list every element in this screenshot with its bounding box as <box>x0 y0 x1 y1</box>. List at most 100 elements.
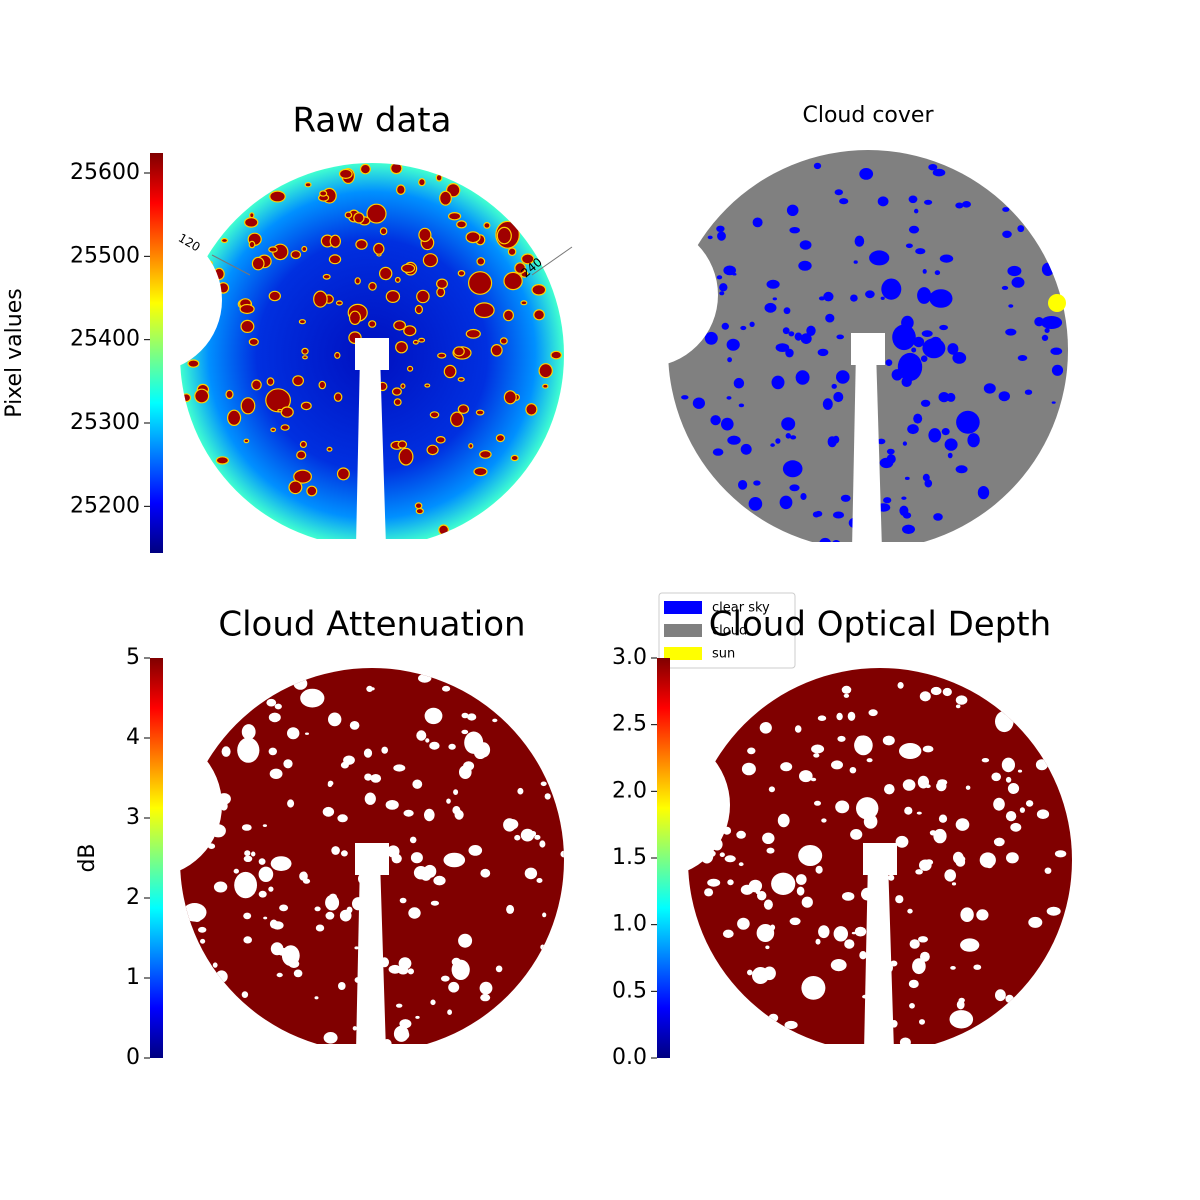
sky-blob <box>415 1015 420 1019</box>
sky-blob <box>239 303 255 315</box>
colorbar-label: dB <box>75 843 100 872</box>
sky-blob <box>1051 401 1056 404</box>
sky-blob <box>759 722 772 734</box>
sky-blob <box>248 240 256 249</box>
sky-blob <box>753 480 761 486</box>
sky-blob <box>503 309 515 322</box>
sky-blob <box>843 693 850 698</box>
sky-blob <box>704 331 718 345</box>
sky-blob <box>418 673 432 683</box>
sky-blob <box>313 290 328 308</box>
sky-blob <box>443 852 466 868</box>
sky-blob <box>836 712 843 721</box>
sky-blob <box>280 406 294 418</box>
sky-blob <box>187 359 200 368</box>
sky-blob <box>985 860 994 869</box>
sky-blob <box>237 737 260 763</box>
sky-blob <box>525 403 538 416</box>
sky-blob <box>397 440 408 449</box>
sky-blob <box>917 287 932 304</box>
legend-patch <box>664 624 702 637</box>
sky-blob <box>463 761 475 771</box>
sky-blob <box>993 797 1005 811</box>
sky-blob <box>534 834 541 840</box>
sky-blob <box>292 375 305 387</box>
sky-blob <box>429 411 440 419</box>
sky-blob <box>181 393 192 403</box>
sky-blob <box>856 735 867 746</box>
sky-blob <box>503 271 523 291</box>
sky-blob <box>338 982 346 990</box>
sky-blob <box>837 735 846 742</box>
sky-blob <box>1036 809 1050 819</box>
sky-blob <box>354 946 359 950</box>
sky-blob <box>897 682 904 689</box>
sky-blob <box>818 925 830 939</box>
sky-blob <box>277 408 283 413</box>
mast <box>864 860 894 1052</box>
colorbar-tick-label: 25500 <box>70 243 140 268</box>
sky-blob <box>453 789 459 795</box>
sun-marker <box>1048 294 1066 312</box>
sky-blob <box>786 204 799 216</box>
sky-blob <box>929 830 937 836</box>
sky-blob <box>741 762 756 776</box>
sky-blob <box>412 339 419 345</box>
sky-blob <box>344 211 353 219</box>
sky-blob <box>370 774 382 783</box>
sky-blob <box>403 325 417 337</box>
sky-blob <box>393 398 402 407</box>
legend-patch <box>664 601 702 614</box>
sky-blob <box>506 904 515 914</box>
sky-blob <box>939 254 954 263</box>
sky-blob <box>785 348 794 358</box>
sky-blob <box>955 465 968 474</box>
sky-blob <box>995 989 1006 1002</box>
sky-blob <box>241 991 249 998</box>
sky-blob <box>277 947 289 956</box>
sky-blob <box>827 436 837 448</box>
sky-blob <box>921 330 933 337</box>
sky-blob <box>268 712 281 723</box>
sky-blob <box>438 524 450 536</box>
sky-blob <box>407 365 414 372</box>
sky-blob <box>457 269 466 277</box>
sky-blob <box>920 951 930 962</box>
sky-blob <box>258 890 267 898</box>
sky-blob <box>928 164 938 171</box>
sky-blob <box>248 337 259 346</box>
sky-blob <box>287 727 300 740</box>
sky-blob <box>770 924 776 931</box>
sky-blob <box>352 1026 357 1031</box>
sky-blob <box>416 730 427 741</box>
sky-blob <box>922 745 934 753</box>
sky-blob <box>765 945 770 950</box>
sky-blob <box>1051 364 1064 376</box>
sky-blob <box>363 748 373 758</box>
sky-blob <box>782 460 803 478</box>
sky-blob <box>503 390 517 405</box>
sky-blob <box>847 711 856 721</box>
sky-blob <box>490 343 503 357</box>
sky-blob <box>507 247 517 257</box>
sky-blob <box>418 337 426 343</box>
colorbar-tick-label: 5 <box>126 645 140 670</box>
sky-blob <box>399 897 407 904</box>
sky-blob <box>892 324 916 351</box>
sky-blob <box>814 800 821 806</box>
sky-blob <box>395 184 406 195</box>
sky-blob <box>967 433 980 448</box>
sky-blob <box>433 875 446 886</box>
sky-blob <box>318 380 327 390</box>
sky-blob <box>193 916 201 922</box>
sky-blob <box>817 348 829 357</box>
sky-blob <box>865 290 875 299</box>
sky-blob <box>403 809 414 817</box>
sky-blob <box>1005 994 1014 1004</box>
sky-blob <box>461 729 469 735</box>
sky-blob <box>891 369 903 381</box>
sky-blob <box>932 168 946 177</box>
sky-blob <box>221 746 231 757</box>
sky-blob <box>710 415 721 426</box>
sky-blob <box>998 391 1010 402</box>
